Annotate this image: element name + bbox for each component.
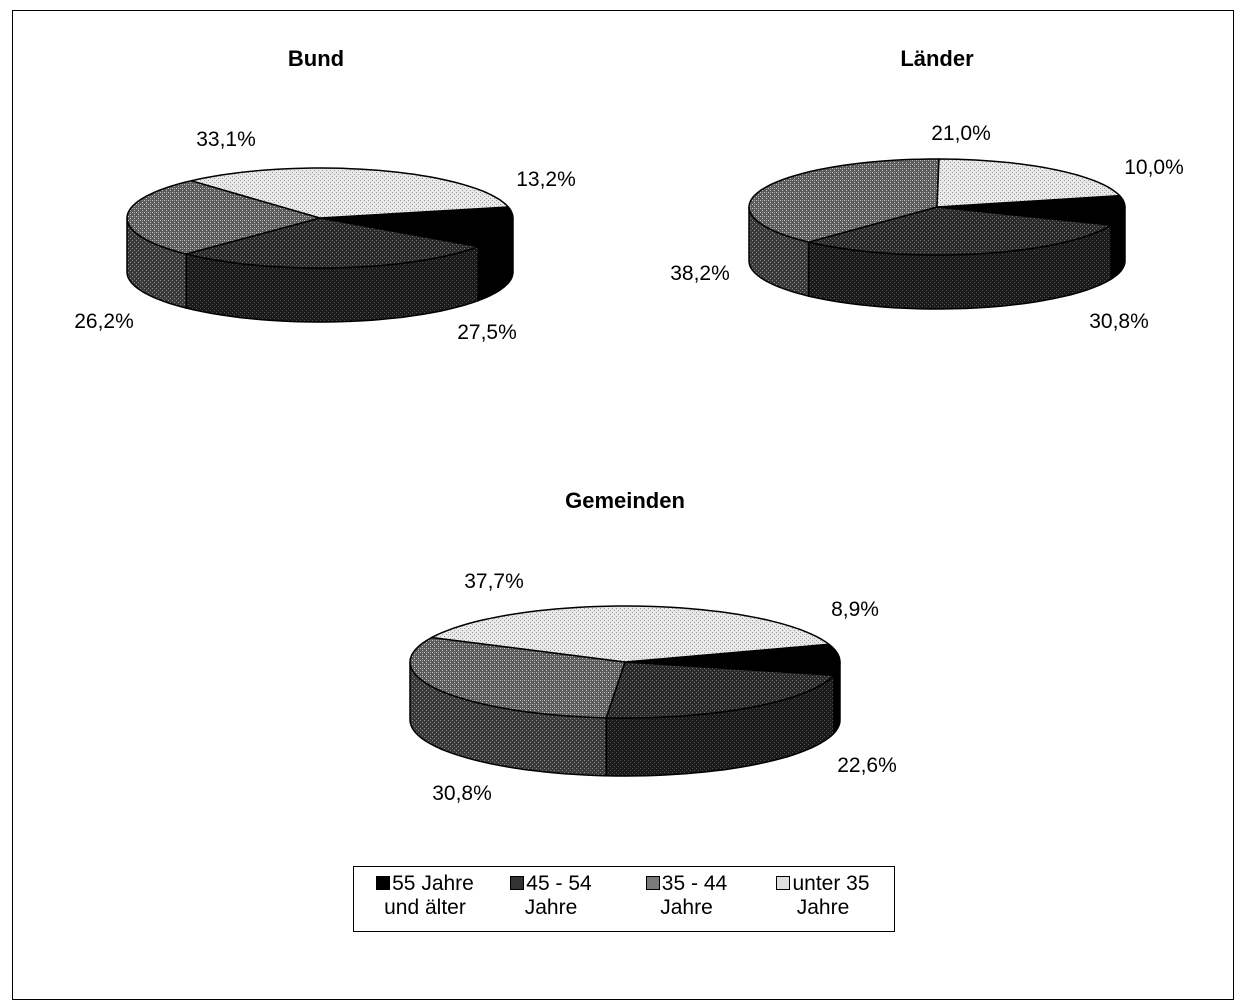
- legend-swatch-icon: [510, 875, 525, 890]
- legend-label-line2: Jahre: [524, 896, 578, 919]
- pie-slice: [430, 605, 830, 663]
- legend-label-line1: 35 - 44: [661, 872, 728, 895]
- pie-slice: [807, 206, 1112, 256]
- charts-canvas: [126, 158, 1126, 777]
- pie-data-label: 22,6%: [837, 754, 897, 777]
- pie-data-label: 13,2%: [516, 168, 576, 191]
- pie-slice: [605, 661, 835, 719]
- pie-slice: [936, 194, 1126, 226]
- pie-data-label: 8,9%: [831, 598, 879, 621]
- legend-item-35-44: 35 - 44 Jahre: [629, 872, 744, 920]
- chart-legend: 55 Jahre und älter 45 - 54 Jahre 35 - 44…: [353, 866, 895, 932]
- pie-slice: [748, 158, 940, 243]
- pie-chart-2: [409, 605, 841, 777]
- pie-slice: [409, 636, 626, 719]
- pie-data-label: 30,8%: [1089, 310, 1149, 333]
- legend-item-45-54: 45 - 54 Jahre: [496, 872, 606, 920]
- pie-slice: [624, 643, 841, 676]
- legend-swatch-icon: [645, 875, 660, 890]
- legend-item-55-plus: 55 Jahre und älter: [364, 872, 486, 920]
- legend-label-line1: 45 - 54: [526, 872, 592, 895]
- pie-slice: [190, 167, 510, 219]
- pie-chart-0: [126, 167, 514, 323]
- legend-label-line2: und älter: [384, 896, 466, 919]
- pie-data-label: 10,0%: [1124, 156, 1184, 179]
- pie-data-label: 38,2%: [670, 262, 730, 285]
- pie-slice: [319, 206, 514, 248]
- legend-swatch-icon: [376, 875, 391, 890]
- pie-data-label: 33,1%: [196, 128, 256, 151]
- legend-label-line1: 55 Jahre: [392, 872, 474, 895]
- pie-data-label: 30,8%: [432, 782, 492, 805]
- legend-label-line1: unter 35: [792, 872, 870, 895]
- legend-label-line2: Jahre: [660, 896, 713, 919]
- pie-slice: [936, 158, 1121, 208]
- legend-label-line2: Jahre: [796, 896, 850, 919]
- pie-slice: [185, 217, 480, 269]
- pie-title: Länder: [900, 46, 974, 71]
- pie-data-label: 27,5%: [457, 321, 517, 344]
- legend-item-under-35: unter 35 Jahre: [764, 872, 882, 920]
- pie-title: Gemeinden: [565, 488, 685, 513]
- pie-slice: [126, 179, 321, 255]
- pie-title: Bund: [287, 46, 345, 71]
- pie-data-label: 26,2%: [74, 310, 134, 333]
- legend-swatch-icon: [776, 875, 791, 890]
- pie-chart-1: [748, 158, 1126, 310]
- pie-data-label: 37,7%: [464, 570, 524, 593]
- pie-data-label: 21,0%: [931, 122, 991, 145]
